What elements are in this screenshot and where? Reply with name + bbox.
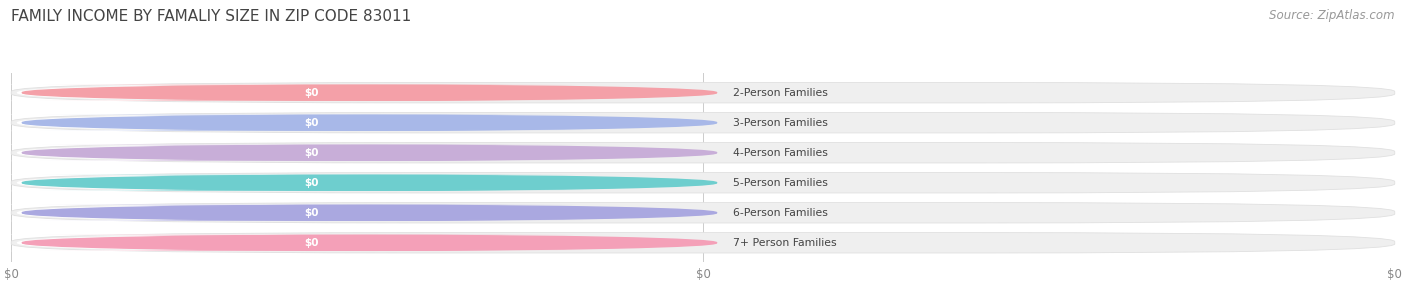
- Text: $0: $0: [304, 118, 319, 128]
- FancyBboxPatch shape: [41, 145, 582, 161]
- Text: FAMILY INCOME BY FAMALIY SIZE IN ZIP CODE 83011: FAMILY INCOME BY FAMALIY SIZE IN ZIP COD…: [11, 9, 412, 24]
- FancyBboxPatch shape: [41, 115, 582, 131]
- Text: 3-Person Families: 3-Person Families: [733, 118, 828, 128]
- FancyBboxPatch shape: [0, 174, 391, 191]
- FancyBboxPatch shape: [0, 235, 391, 251]
- Text: $0: $0: [304, 148, 319, 158]
- Text: Source: ZipAtlas.com: Source: ZipAtlas.com: [1270, 9, 1395, 22]
- FancyBboxPatch shape: [11, 203, 1395, 223]
- FancyBboxPatch shape: [41, 235, 582, 251]
- FancyBboxPatch shape: [0, 84, 391, 101]
- FancyBboxPatch shape: [41, 175, 582, 191]
- FancyBboxPatch shape: [11, 233, 1395, 253]
- FancyBboxPatch shape: [11, 142, 1395, 163]
- Circle shape: [22, 145, 717, 160]
- Circle shape: [22, 205, 717, 220]
- FancyBboxPatch shape: [41, 205, 582, 221]
- FancyBboxPatch shape: [11, 83, 1395, 103]
- Text: $0: $0: [304, 178, 319, 188]
- FancyBboxPatch shape: [0, 144, 391, 161]
- Circle shape: [22, 235, 717, 250]
- Circle shape: [22, 85, 717, 100]
- FancyBboxPatch shape: [41, 85, 582, 101]
- FancyBboxPatch shape: [0, 114, 391, 131]
- Text: 2-Person Families: 2-Person Families: [733, 88, 828, 98]
- FancyBboxPatch shape: [11, 173, 1395, 193]
- Text: 7+ Person Families: 7+ Person Families: [733, 238, 837, 248]
- Text: $0: $0: [304, 238, 319, 248]
- Circle shape: [22, 175, 717, 190]
- Text: $0: $0: [304, 88, 319, 98]
- Text: 5-Person Families: 5-Person Families: [733, 178, 828, 188]
- Circle shape: [22, 115, 717, 130]
- Text: 4-Person Families: 4-Person Families: [733, 148, 828, 158]
- Text: 6-Person Families: 6-Person Families: [733, 208, 828, 218]
- FancyBboxPatch shape: [11, 113, 1395, 133]
- FancyBboxPatch shape: [0, 204, 391, 221]
- Text: $0: $0: [304, 208, 319, 218]
